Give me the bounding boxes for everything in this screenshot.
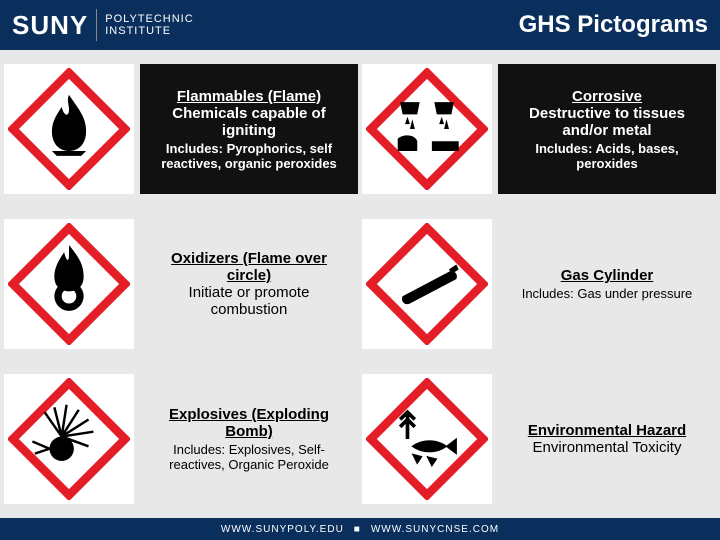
oxidizer-icon [4,219,134,349]
gas-cylinder-icon [362,219,492,349]
logo-divider [96,9,97,41]
pictogram-includes: Includes: Gas under pressure [522,286,693,301]
header-bar: SUNY POLYTECHNIC INSTITUTE GHS Pictogram… [0,0,720,50]
environmental-icon [362,374,492,504]
pictogram-grid: Flammables (Flame)Chemicals capable of i… [0,50,720,518]
logo-subtitle: POLYTECHNIC INSTITUTE [105,13,193,37]
page-title: GHS Pictograms [519,11,708,39]
pictogram-name: Environmental Hazard [528,422,686,439]
explosive-description: Explosives (Exploding Bomb)Includes: Exp… [140,374,358,504]
pictogram-desc: Environmental Toxicity [533,439,682,456]
footer-bar: WWW.SUNYPOLY.EDU ■ WWW.SUNYCNSE.COM [0,518,720,540]
footer-url-2: WWW.SUNYCNSE.COM [371,524,499,535]
pictogram-name: Flammables (Flame) [177,88,321,105]
oxidizer-description: Oxidizers (Flame over circle)Initiate or… [140,219,358,349]
gas-cylinder-description: Gas Cylinder Includes: Gas under pressure [498,219,716,349]
flammable-description: Flammables (Flame)Chemicals capable of i… [140,64,358,194]
pictogram-cell-gas-cylinder: Gas Cylinder Includes: Gas under pressure [362,209,716,360]
pictogram-cell-oxidizer: Oxidizers (Flame over circle)Initiate or… [4,209,358,360]
explosive-icon [4,374,134,504]
pictogram-cell-environmental: Environmental HazardEnvironmental Toxici… [362,363,716,514]
flammable-icon [4,64,134,194]
pictogram-includes: Includes: Pyrophorics, self reactives, o… [150,141,348,171]
pictogram-includes: Includes: Explosives, Self-reactives, Or… [150,442,348,472]
pictogram-cell-corrosive: CorrosiveDestructive to tissues and/or m… [362,54,716,205]
pictogram-name: Oxidizers (Flame over circle) [150,250,348,284]
pictogram-cell-explosive: Explosives (Exploding Bomb)Includes: Exp… [4,363,358,514]
pictogram-cell-flammable: Flammables (Flame)Chemicals capable of i… [4,54,358,205]
footer-separator: ■ [354,524,361,535]
pictogram-name: Corrosive [572,88,642,105]
corrosive-icon [362,64,492,194]
pictogram-name: Explosives (Exploding Bomb) [150,406,348,440]
pictogram-name: Gas Cylinder [561,267,654,284]
pictogram-desc: Chemicals capable of igniting [150,105,348,139]
suny-logo: SUNY POLYTECHNIC INSTITUTE [12,9,194,41]
logo-main: SUNY [12,10,88,41]
corrosive-description: CorrosiveDestructive to tissues and/or m… [498,64,716,194]
environmental-description: Environmental HazardEnvironmental Toxici… [498,374,716,504]
pictogram-desc: Initiate or promote combustion [150,284,348,318]
footer-url-1: WWW.SUNYPOLY.EDU [221,524,344,535]
pictogram-desc: Destructive to tissues and/or metal [508,105,706,139]
pictogram-includes: Includes: Acids, bases, peroxides [508,141,706,171]
